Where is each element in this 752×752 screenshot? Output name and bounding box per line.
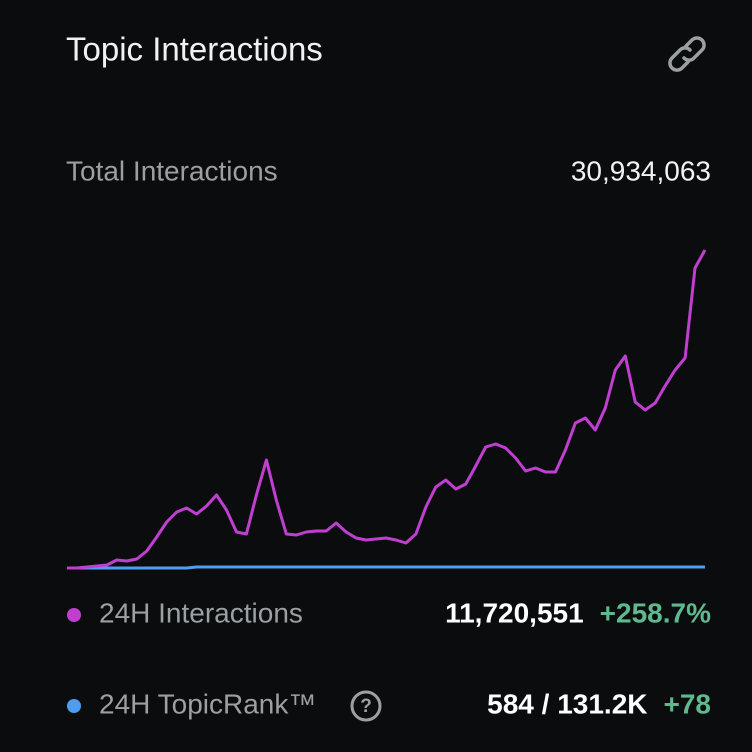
legend-name: 24H Interactions bbox=[99, 597, 303, 628]
card-title: Topic Interactions bbox=[66, 31, 323, 68]
stat-change: +258.7% bbox=[600, 597, 711, 628]
legend-dot bbox=[67, 608, 81, 622]
help-icon[interactable]: ? bbox=[350, 690, 382, 722]
series-line bbox=[67, 565, 705, 570]
series-line bbox=[67, 249, 707, 570]
stat-change: +78 bbox=[664, 688, 712, 719]
total-label: Total Interactions bbox=[66, 155, 278, 186]
total-value: 30,934,063 bbox=[571, 155, 711, 186]
svg-text:?: ? bbox=[360, 696, 372, 717]
link-icon[interactable] bbox=[668, 36, 706, 72]
legend-name: 24H TopicRank™ bbox=[99, 688, 316, 719]
stat-value: 584 / 131.2K bbox=[487, 688, 647, 719]
legend-dot bbox=[67, 699, 81, 713]
stat-value: 11,720,551 bbox=[445, 597, 584, 628]
